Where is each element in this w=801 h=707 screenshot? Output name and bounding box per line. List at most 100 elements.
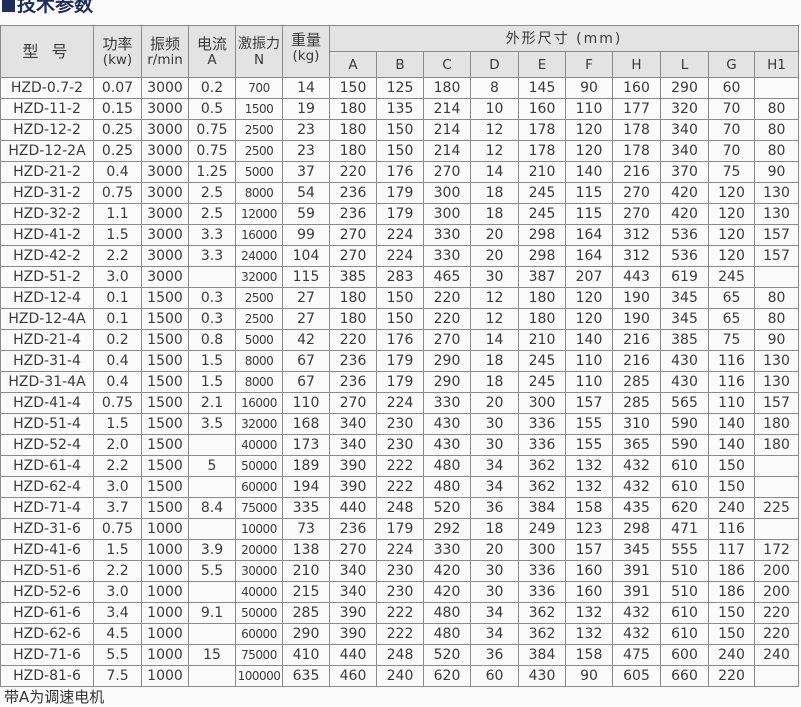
cell-e: 336 bbox=[518, 413, 566, 435]
cell-a: 385 bbox=[329, 266, 377, 288]
cell-h1: 130 bbox=[754, 203, 799, 225]
cell-l: 290 bbox=[660, 77, 709, 99]
cell-e: 298 bbox=[518, 224, 566, 246]
table-row: HZD-51-4 1.5 1500 3.5 32000 168 340 230 430 30 336… bbox=[0, 413, 799, 435]
cell-d: 12 bbox=[470, 308, 519, 330]
cell-h1: 80 bbox=[754, 98, 799, 120]
cell-weight: 335 bbox=[282, 497, 330, 519]
header-dimensions: 外形尺寸 (mm) bbox=[329, 25, 799, 52]
cell-model: HZD-52-4 bbox=[0, 434, 94, 456]
header-dim-h1: H1 bbox=[754, 51, 799, 78]
cell-f: 110 bbox=[565, 98, 613, 120]
cell-frequency: 1000 bbox=[141, 518, 189, 540]
cell-b: 125 bbox=[376, 77, 424, 99]
table-row: HZD-31-4A 0.4 1500 1.5 8000 67 236 179 290 18 245 1… bbox=[0, 371, 799, 393]
cell-weight: 104 bbox=[282, 245, 330, 267]
cell-weight: 173 bbox=[282, 434, 330, 456]
table-row: HZD-61-4 2.2 1500 5 50000 189 390 222 480 34 362 13… bbox=[0, 455, 799, 477]
cell-h: 391 bbox=[612, 581, 661, 603]
cell-e: 245 bbox=[518, 350, 566, 372]
cell-f: 132 bbox=[565, 602, 613, 624]
cell-b: 224 bbox=[376, 539, 424, 561]
table-row: HZD-71-6 5.5 1000 15 75000 410 440 248 520 36 384 1… bbox=[0, 644, 799, 666]
header-dim-g: G bbox=[708, 51, 755, 78]
cell-h1: 130 bbox=[754, 182, 799, 204]
cell-c: 180 bbox=[423, 77, 471, 99]
cell-d: 18 bbox=[470, 518, 519, 540]
cell-h: 178 bbox=[612, 119, 661, 141]
cell-model: HZD-51-6 bbox=[0, 560, 94, 582]
cell-current: 3.5 bbox=[188, 413, 236, 435]
cell-power: 0.1 bbox=[93, 287, 142, 309]
cell-f: 160 bbox=[565, 581, 613, 603]
cell-a: 440 bbox=[329, 644, 377, 666]
cell-model: HZD-71-6 bbox=[0, 644, 94, 666]
table-row: HZD-0.7-2 0.07 3000 0.2 700 14 150 125 180 8 145 90… bbox=[0, 77, 799, 99]
cell-b: 224 bbox=[376, 224, 424, 246]
cell-l: 345 bbox=[660, 287, 709, 309]
cell-l: 420 bbox=[660, 203, 709, 225]
cell-power: 2.2 bbox=[93, 455, 142, 477]
cell-model: HZD-51-2 bbox=[0, 266, 94, 288]
cell-a: 236 bbox=[329, 371, 377, 393]
cell-frequency: 1500 bbox=[141, 434, 189, 456]
cell-frequency: 1500 bbox=[141, 371, 189, 393]
table-row: HZD-12-2A 0.25 3000 0.75 2500 23 180 150 214 12 17… bbox=[0, 140, 799, 162]
cell-e: 178 bbox=[518, 140, 566, 162]
cell-f: 140 bbox=[565, 329, 613, 351]
cell-h1: 80 bbox=[754, 119, 799, 141]
cell-b: 179 bbox=[376, 203, 424, 225]
cell-g: 116 bbox=[708, 350, 755, 372]
cell-h1: 157 bbox=[754, 392, 799, 414]
cell-frequency: 3000 bbox=[141, 161, 189, 183]
cell-weight: 67 bbox=[282, 350, 330, 372]
cell-h: 312 bbox=[612, 245, 661, 267]
cell-d: 18 bbox=[470, 371, 519, 393]
cell-model: HZD-62-6 bbox=[0, 623, 94, 645]
cell-b: 230 bbox=[376, 434, 424, 456]
cell-d: 8 bbox=[470, 77, 519, 99]
cell-current: 2.5 bbox=[188, 203, 236, 225]
cell-power: 3.0 bbox=[93, 476, 142, 498]
cell-force: 16000 bbox=[235, 224, 283, 246]
cell-g: 70 bbox=[708, 140, 755, 162]
cell-g: 186 bbox=[708, 560, 755, 582]
cell-b: 222 bbox=[376, 455, 424, 477]
cell-weight: 54 bbox=[282, 182, 330, 204]
cell-l: 385 bbox=[660, 329, 709, 351]
cell-model: HZD-42-2 bbox=[0, 245, 94, 267]
cell-current: 1.25 bbox=[188, 161, 236, 183]
cell-current: 0.2 bbox=[188, 77, 236, 99]
cell-current: 1.5 bbox=[188, 350, 236, 372]
cell-b: 222 bbox=[376, 602, 424, 624]
cell-force: 20000 bbox=[235, 539, 283, 561]
cell-frequency: 3000 bbox=[141, 119, 189, 141]
cell-e: 249 bbox=[518, 518, 566, 540]
cell-e: 387 bbox=[518, 266, 566, 288]
cell-h: 443 bbox=[612, 266, 661, 288]
cell-frequency: 1500 bbox=[141, 476, 189, 498]
cell-f: 132 bbox=[565, 476, 613, 498]
cell-a: 236 bbox=[329, 350, 377, 372]
table-row: HZD-41-6 1.5 1000 3.9 20000 138 270 224 330 20 300… bbox=[0, 539, 799, 561]
cell-c: 300 bbox=[423, 182, 471, 204]
cell-model: HZD-11-2 bbox=[0, 98, 94, 120]
cell-c: 465 bbox=[423, 266, 471, 288]
cell-force: 32000 bbox=[235, 413, 283, 435]
cell-model: HZD-31-4 bbox=[0, 350, 94, 372]
cell-b: 230 bbox=[376, 413, 424, 435]
cell-power: 1.5 bbox=[93, 413, 142, 435]
cell-f: 115 bbox=[565, 203, 613, 225]
cell-f: 120 bbox=[565, 119, 613, 141]
cell-model: HZD-41-6 bbox=[0, 539, 94, 561]
cell-d: 30 bbox=[470, 434, 519, 456]
cell-e: 245 bbox=[518, 182, 566, 204]
cell-h1 bbox=[754, 518, 799, 540]
cell-g: 116 bbox=[708, 371, 755, 393]
cell-b: 248 bbox=[376, 644, 424, 666]
cell-current: 2.1 bbox=[188, 392, 236, 414]
cell-weight: 27 bbox=[282, 287, 330, 309]
cell-current: 0.3 bbox=[188, 308, 236, 330]
cell-f: 155 bbox=[565, 434, 613, 456]
cell-power: 0.4 bbox=[93, 350, 142, 372]
